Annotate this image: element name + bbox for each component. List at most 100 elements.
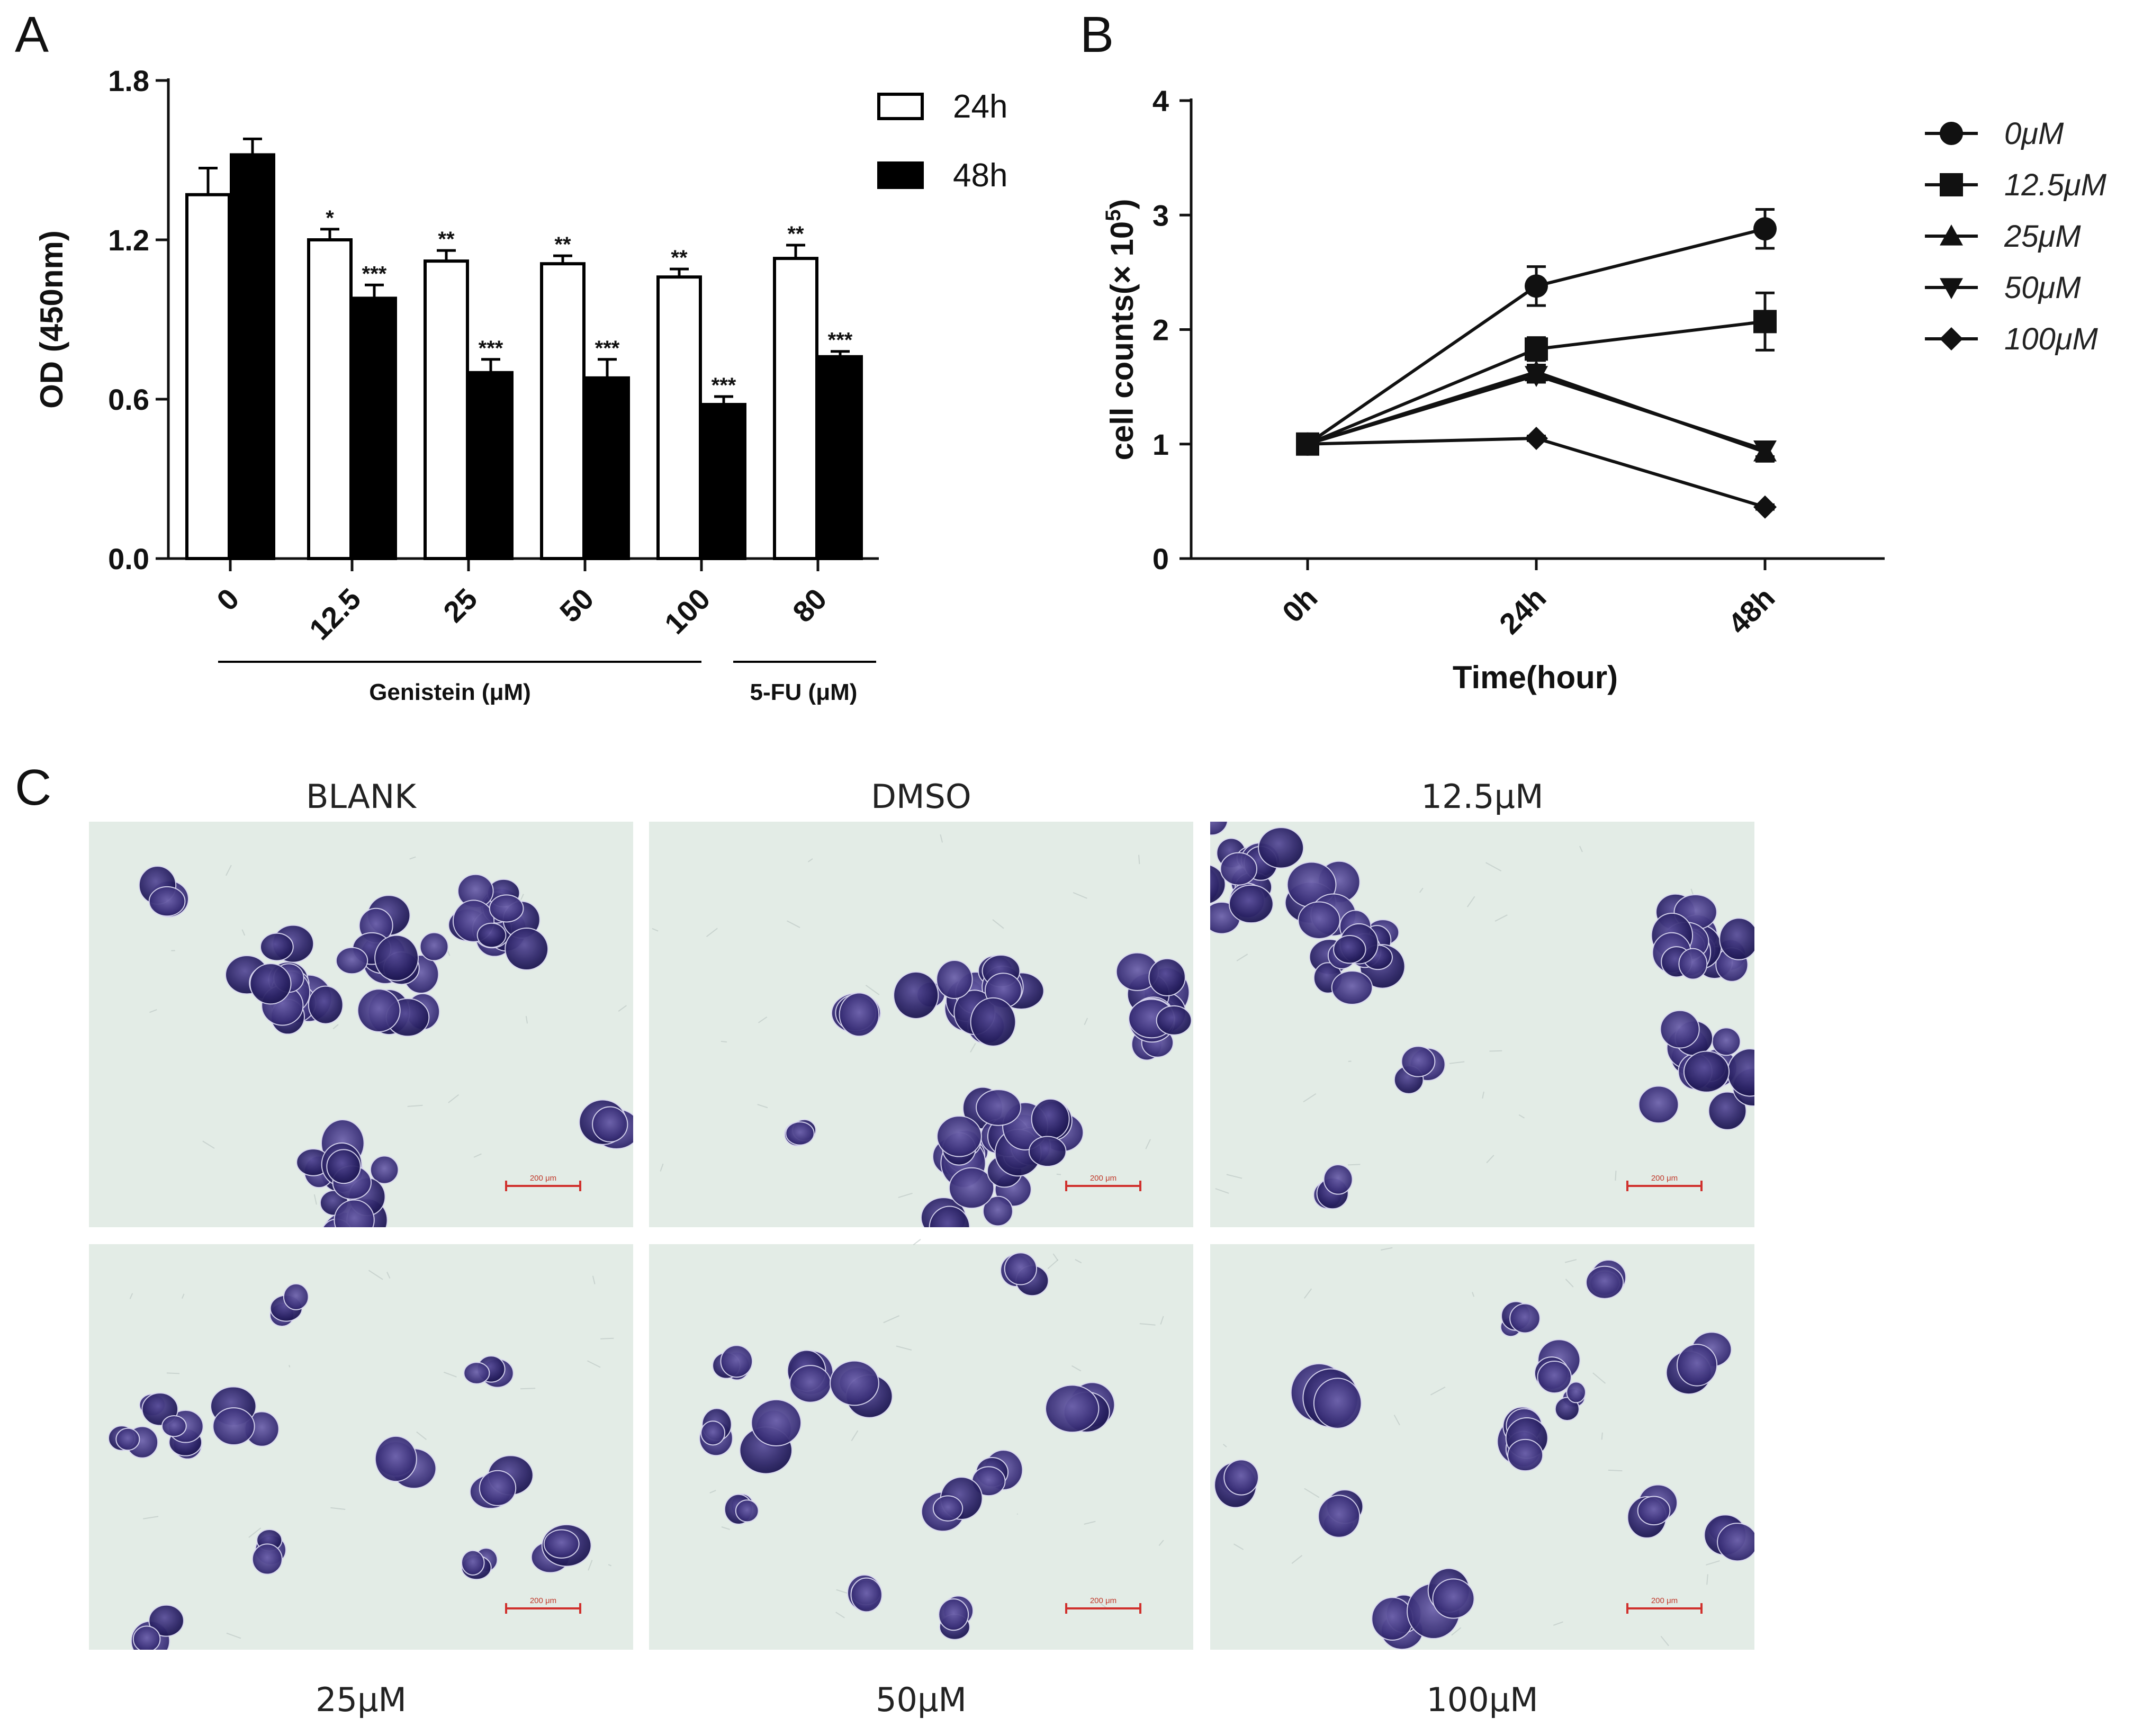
x-tick-label-b: 0h xyxy=(1276,581,1324,629)
bar-48h-12.5 xyxy=(352,296,397,560)
micrograph-caption-4: 50μM xyxy=(876,1680,967,1719)
stained-cell xyxy=(326,1149,361,1184)
stained-cell xyxy=(1228,884,1274,924)
texture-line xyxy=(1451,1627,1462,1636)
point-0μM-24h xyxy=(1525,274,1548,298)
texture-line xyxy=(588,1560,593,1571)
texture-line xyxy=(865,985,880,995)
texture-line xyxy=(473,1153,482,1158)
stained-cell xyxy=(1678,948,1708,980)
texture-line xyxy=(1303,1288,1312,1299)
y-tick-label-b: 0 xyxy=(1152,542,1169,575)
texture-line xyxy=(1084,1521,1096,1525)
x-tick-label-a: 25 xyxy=(437,582,484,629)
stained-cell xyxy=(1210,822,1228,836)
stained-cell xyxy=(1683,1050,1730,1093)
bar-24h-0 xyxy=(185,193,231,560)
texture-line xyxy=(416,1431,427,1440)
scale-bar-label: 200 μm xyxy=(530,1596,556,1605)
texture-line xyxy=(592,1275,596,1284)
texture-line xyxy=(1304,1488,1320,1498)
texture-line xyxy=(1145,1139,1151,1149)
stained-cell xyxy=(419,932,449,961)
scale-bar-label: 200 μm xyxy=(530,1174,556,1183)
legend-swatch-24h xyxy=(877,93,924,120)
stained-cell xyxy=(543,1529,580,1559)
micrograph-caption-3: 25μM xyxy=(316,1680,407,1719)
texture-line xyxy=(851,1430,859,1441)
stained-cell xyxy=(463,1362,490,1384)
legend-label-24h: 24h xyxy=(953,88,1007,125)
x-tick-label-a: 80 xyxy=(786,582,833,629)
micrograph-caption-2: 12.5μM xyxy=(1421,777,1544,816)
texture-line xyxy=(129,1293,133,1299)
stained-cell xyxy=(505,928,549,971)
stained-cell xyxy=(929,1206,970,1227)
micrograph-caption-1: DMSO xyxy=(871,777,971,816)
stained-cell xyxy=(1331,970,1373,1005)
x-tick-label-b: 24h xyxy=(1493,581,1553,641)
legend-label-0μM: 0μM xyxy=(2004,116,2064,151)
micrograph-0: 200 μm xyxy=(89,822,633,1227)
y-tick-label-b: 1 xyxy=(1152,428,1169,461)
stained-cell xyxy=(976,1089,1022,1126)
significance-mark: *** xyxy=(479,337,503,360)
significance-mark: *** xyxy=(595,337,620,360)
legend-marker-12.5μM xyxy=(1940,173,1963,196)
texture-line xyxy=(226,865,232,876)
legend-marker-25μM xyxy=(1940,224,1963,246)
legend-marker-0μM xyxy=(1940,122,1963,145)
x-axis-title-b: Time(hour) xyxy=(1453,660,1618,695)
y-tick-label-a: 0.0 xyxy=(108,542,149,575)
point-100μM-24h xyxy=(1525,426,1548,450)
stained-cell xyxy=(720,1345,753,1378)
stained-cell xyxy=(1371,1597,1413,1641)
stained-cell xyxy=(1719,918,1754,960)
texture-line xyxy=(149,1009,157,1013)
texture-line xyxy=(1222,1443,1227,1447)
significance-mark: * xyxy=(326,206,334,230)
bar-48h-80 xyxy=(817,355,863,560)
stained-cell xyxy=(148,886,186,917)
texture-line xyxy=(883,1315,900,1324)
y-tick-label-b: 3 xyxy=(1152,199,1169,232)
stained-cell xyxy=(161,1415,187,1437)
legend-label-48h: 48h xyxy=(953,157,1007,194)
scale-bar-label: 200 μm xyxy=(1651,1174,1678,1183)
stained-cell xyxy=(1401,1046,1436,1077)
texture-line xyxy=(757,1104,768,1109)
scale-bar-label: 200 μm xyxy=(1090,1596,1116,1605)
bar-48h-50 xyxy=(584,376,630,560)
texture-line xyxy=(332,1024,339,1030)
texture-line xyxy=(1393,1415,1400,1426)
texture-line xyxy=(1615,1171,1617,1181)
stained-cell xyxy=(1708,1091,1747,1130)
texture-line xyxy=(1494,914,1508,922)
stained-cell xyxy=(479,1470,517,1506)
legend-swatch-48h xyxy=(877,161,924,189)
texture-line xyxy=(721,1040,727,1043)
stained-cell xyxy=(1318,1495,1361,1538)
texture-line xyxy=(241,929,246,936)
stained-cell xyxy=(592,1106,628,1143)
bar-24h-50 xyxy=(540,262,586,560)
scale-bar-label: 200 μm xyxy=(1651,1596,1678,1605)
stained-cell xyxy=(938,1598,969,1631)
stained-cell xyxy=(1566,1381,1586,1404)
significance-mark: ** xyxy=(438,228,455,251)
stained-cell xyxy=(374,934,419,982)
panel-letter-c: C xyxy=(15,759,51,816)
stained-cell xyxy=(751,1399,802,1447)
texture-line xyxy=(202,1140,215,1149)
stained-cell xyxy=(1717,1523,1754,1562)
stained-cell xyxy=(212,1407,255,1445)
x-tick-label-a: 50 xyxy=(553,582,600,629)
significance-mark: ** xyxy=(671,246,688,269)
texture-line xyxy=(407,1104,423,1107)
texture-line xyxy=(1291,1555,1303,1564)
legend-marker-50μM xyxy=(1940,278,1963,299)
texture-line xyxy=(525,1016,528,1024)
scale-bar-label: 200 μm xyxy=(1090,1174,1116,1183)
texture-line xyxy=(618,1005,627,1012)
texture-line xyxy=(970,1043,976,1053)
